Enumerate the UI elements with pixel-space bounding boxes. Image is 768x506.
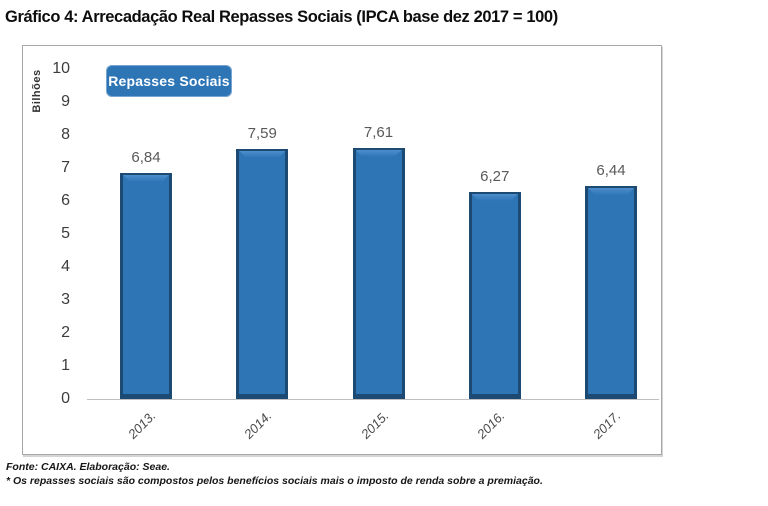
y-tick-label: 3 [61, 291, 70, 308]
bar-value-label: 7,61 [363, 124, 394, 141]
bar-bevel [588, 188, 634, 195]
x-tick-label: 2013. [124, 408, 159, 442]
x-tick-label: 2016. [473, 408, 508, 442]
y-tick-label: 8 [61, 126, 70, 143]
y-tick-label: 10 [52, 60, 70, 77]
y-tick-label: 0 [61, 390, 70, 407]
y-tick-label: 1 [61, 357, 70, 374]
x-tick-label: 2017. [589, 408, 624, 442]
x-tick-label: 2015. [357, 408, 392, 442]
bar-bevel [472, 194, 518, 201]
chart-title: Gráfico 4: Arrecadação Real Repasses Soc… [5, 7, 558, 26]
bar-value-label: 6,27 [480, 168, 510, 185]
bar-value-label: 6,84 [131, 149, 161, 166]
bar [236, 149, 289, 399]
bar-bevel [123, 175, 169, 182]
bar [120, 173, 172, 399]
x-tick-label: 2014. [241, 408, 275, 442]
bar [468, 192, 521, 399]
source-note: Fonte: CAIXA. Elaboração: Seae. [6, 461, 170, 473]
y-tick-label: 5 [61, 225, 70, 242]
chart-frame: Bilhões Repasses Sociais 10 9 8 7 6 5 4 3 2 1 0 6,8… [22, 45, 662, 455]
y-tick-label: 2 [61, 324, 70, 341]
y-tick-label: 9 [61, 93, 70, 110]
bar-value-label: 7,59 [247, 125, 277, 142]
bar [585, 186, 637, 399]
y-tick-label: 6 [61, 192, 70, 209]
legend: Repasses Sociais [106, 65, 232, 97]
bar [352, 148, 405, 399]
legend-label: Repasses Sociais [108, 73, 230, 89]
y-tick-label: 7 [61, 159, 70, 176]
bar-bevel [356, 150, 402, 157]
bar-bevel [239, 151, 285, 158]
bar-value-label: 6,44 [596, 162, 626, 179]
x-axis-line [87, 399, 659, 400]
y-tick-label: 4 [61, 258, 70, 275]
footnote: * Os repasses sociais são compostos pelo… [6, 475, 543, 487]
plot-area: 10 9 8 7 6 5 4 3 2 1 0 6,84 2013. 7,59 2014. 7,61 2015. 6… [23, 46, 663, 456]
